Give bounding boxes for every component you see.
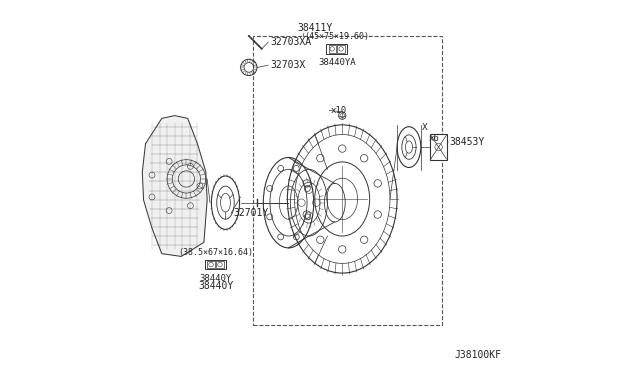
Text: 38440YA: 38440YA [318,58,355,67]
Text: x10: x10 [331,106,348,115]
Bar [207,261,215,268]
Bar [429,134,447,160]
Text: X: X [422,123,428,132]
Text: 38453Y: 38453Y [450,137,485,147]
Bar [328,45,336,52]
Bar [337,45,345,52]
Polygon shape [142,116,207,256]
Text: 38440Y: 38440Y [198,281,233,291]
Text: 38440Y: 38440Y [200,274,232,283]
Bar [253,36,442,325]
Text: x6: x6 [428,134,439,143]
Text: 38411Y: 38411Y [298,23,333,33]
Text: (45×75×19.60): (45×75×19.60) [304,32,369,41]
Bar [205,260,226,269]
Text: 32701Y: 32701Y [233,208,268,218]
Bar [216,261,223,268]
Text: 32703XA: 32703XA [270,37,311,47]
Text: J38100KF: J38100KF [454,350,502,360]
Text: (38.5×67×16.64): (38.5×67×16.64) [178,248,253,257]
Bar [326,44,348,54]
Text: 32703X: 32703X [270,60,305,70]
